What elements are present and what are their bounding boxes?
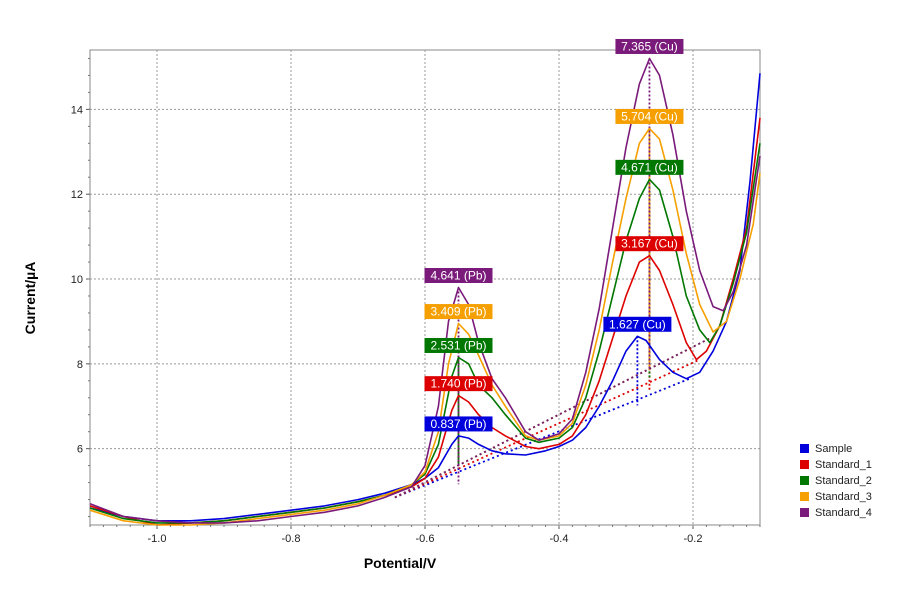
peak-label: 4.671 (Cu) (615, 159, 684, 175)
peak-label: 7.365 (Cu) (615, 38, 684, 54)
series-line-standard_4 (89, 57, 761, 524)
y-tick-label: 14 (71, 104, 83, 116)
legend-swatch (800, 460, 809, 469)
peak-label-box (424, 337, 493, 353)
y-axis-title: Current/µA (22, 262, 38, 335)
x-axis-title: Potential/V (364, 555, 437, 571)
axis-ticks: -1.0 -0.8 -0.6 -0.4 -0.2 6 8 10 12 14 (71, 57, 761, 545)
peak-label-box (615, 38, 684, 54)
peak-label-text: 5.704 (Cu) (621, 109, 678, 123)
peak-label-box (424, 304, 493, 320)
y-tick-label: 10 (71, 274, 83, 286)
legend-label: Standard_3 (815, 491, 872, 503)
peak-label-box (424, 376, 493, 392)
legend-label: Standard_4 (815, 507, 872, 519)
legend-item: Standard_4 (800, 507, 872, 519)
legend-swatch (800, 492, 809, 501)
peak-label-box (603, 316, 672, 332)
legend-swatch (800, 444, 809, 453)
series-line-standard_2 (89, 143, 761, 524)
peak-baseline (394, 337, 711, 499)
gridlines (90, 50, 760, 525)
peak-label: 1.740 (Pb) (424, 376, 493, 392)
y-tick-label: 12 (71, 189, 83, 201)
peak-label: 1.627 (Cu) (603, 316, 672, 332)
peak-label-text: 7.365 (Cu) (621, 39, 678, 53)
legend-item: Standard_2 (800, 475, 872, 487)
legend-label: Standard_1 (815, 459, 872, 471)
peak-label-box (615, 159, 684, 175)
peak-label: 2.531 (Pb) (424, 337, 493, 353)
y-tick-label: 8 (77, 359, 83, 371)
peak-label-text: 4.641 (Pb) (430, 269, 486, 283)
legend-label: Standard_2 (815, 475, 872, 487)
peak-label-text: 0.837 (Pb) (430, 417, 486, 431)
peak-label-box (615, 236, 684, 252)
legend-item: Sample (800, 443, 852, 455)
peak-labels: 0.837 (Pb) 1.627 (Cu) 1.740 (Pb) 3.167 (Cu)… (424, 38, 684, 432)
legend-swatch (800, 508, 809, 517)
peak-label: 3.167 (Cu) (615, 236, 684, 252)
peak-label-box (424, 268, 493, 283)
y-tick-label: 6 (77, 444, 83, 456)
x-tick-label: -0.8 (282, 533, 301, 545)
x-tick-label: -0.4 (550, 533, 569, 545)
peak-label: 0.837 (Pb) (424, 416, 493, 432)
peak-label: 5.704 (Cu) (615, 108, 684, 124)
series-line-standard_3 (89, 127, 761, 526)
peak-label-text: 1.627 (Cu) (609, 317, 666, 331)
x-tick-label: -1.0 (148, 533, 167, 545)
peak-label: 4.641 (Pb) (424, 268, 493, 283)
legend-label: Sample (815, 443, 852, 455)
legend: Sample Standard_1 Standard_2 Standard_3 Stan… (800, 443, 872, 519)
peak-label: 3.409 (Pb) (424, 304, 493, 320)
peak-label-text: 1.740 (Pb) (430, 377, 486, 391)
legend-item: Standard_1 (800, 459, 872, 471)
x-tick-label: -0.6 (416, 533, 435, 545)
x-tick-label: -0.2 (684, 533, 703, 545)
peak-label-text: 2.531 (Pb) (430, 338, 486, 352)
peak-label-text: 3.409 (Pb) (430, 305, 486, 319)
legend-swatch (800, 476, 809, 485)
series-lines (89, 57, 761, 526)
series-line-sample (89, 73, 761, 522)
peak-label-box (424, 416, 493, 432)
peak-label-text: 3.167 (Cu) (621, 237, 678, 251)
peak-baseline (394, 358, 701, 499)
peak-label-box (615, 108, 684, 124)
legend-item: Standard_3 (800, 491, 872, 503)
peak-label-text: 4.671 (Cu) (621, 160, 678, 174)
